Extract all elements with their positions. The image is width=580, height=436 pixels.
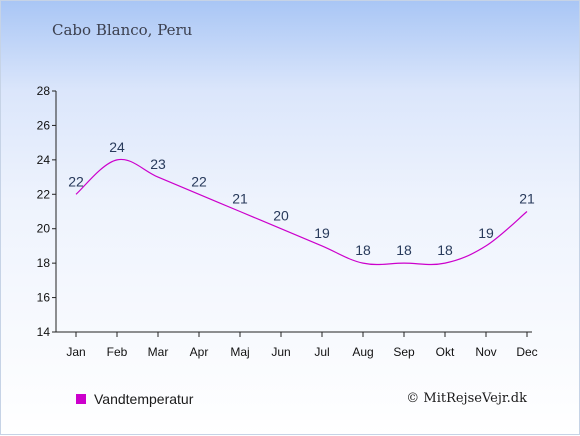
y-tick-label: 26 bbox=[37, 118, 51, 132]
data-label: 18 bbox=[396, 242, 412, 258]
x-tick-label: Sep bbox=[393, 345, 415, 359]
data-label: 23 bbox=[150, 156, 166, 172]
legend-label: Vandtemperatur bbox=[94, 391, 194, 407]
data-label: 21 bbox=[232, 191, 248, 207]
y-tick-label: 28 bbox=[37, 84, 51, 98]
data-label: 19 bbox=[314, 225, 330, 241]
series-line bbox=[75, 158, 528, 266]
x-tick-label: Feb bbox=[107, 345, 128, 359]
data-label: 24 bbox=[109, 139, 125, 155]
copyright-text: © MitRejseVejr.dk bbox=[406, 391, 527, 406]
x-tick-label: Dec bbox=[516, 345, 537, 359]
data-label: 22 bbox=[191, 173, 207, 189]
data-label: 18 bbox=[437, 242, 453, 258]
data-label: 21 bbox=[519, 191, 535, 207]
y-tick-label: 20 bbox=[37, 222, 51, 236]
x-tick-label: Maj bbox=[230, 345, 249, 359]
data-label: 20 bbox=[273, 208, 289, 224]
chart-title: Cabo Blanco, Peru bbox=[52, 21, 193, 39]
x-tick-label: Mar bbox=[148, 345, 169, 359]
y-tick-label: 22 bbox=[37, 187, 51, 201]
data-label: 18 bbox=[355, 242, 371, 258]
y-tick-label: 16 bbox=[37, 291, 51, 305]
legend: Vandtemperatur bbox=[76, 391, 193, 407]
x-tick-label: Aug bbox=[352, 345, 373, 359]
x-tick-label: Apr bbox=[190, 345, 209, 359]
x-tick-label: Jun bbox=[271, 345, 290, 359]
y-tick-label: 18 bbox=[37, 256, 51, 270]
data-label: 22 bbox=[68, 173, 84, 189]
data-label: 19 bbox=[478, 225, 494, 241]
x-tick-label: Nov bbox=[475, 345, 496, 359]
x-tick-label: Jan bbox=[66, 345, 85, 359]
x-tick-label: Jul bbox=[314, 345, 329, 359]
legend-swatch bbox=[76, 394, 86, 404]
y-tick-label: 24 bbox=[37, 153, 51, 167]
x-tick-label: Okt bbox=[436, 345, 455, 359]
y-tick-label: 14 bbox=[37, 325, 51, 339]
